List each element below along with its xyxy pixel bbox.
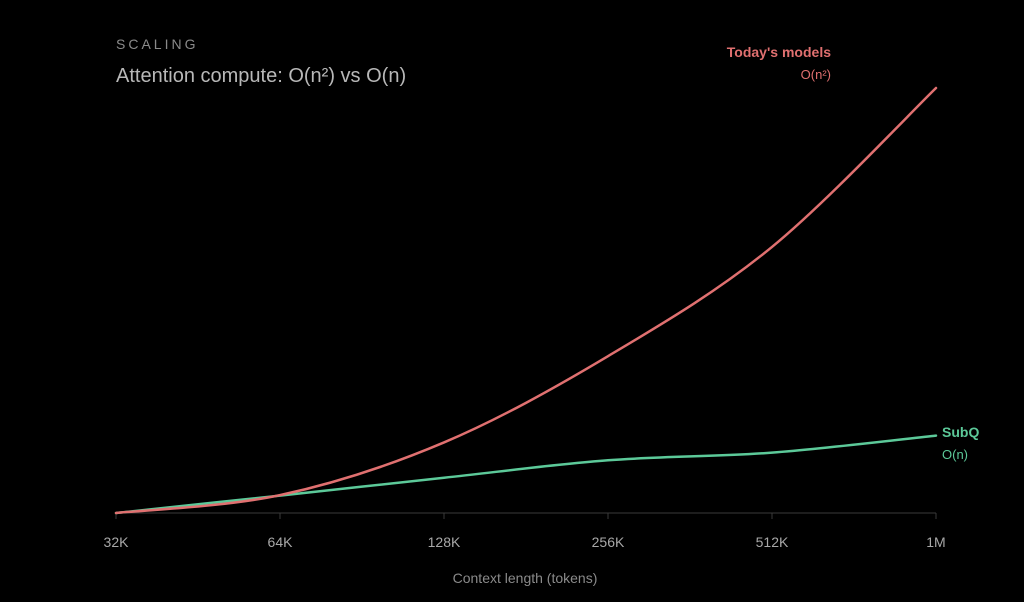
- series-label-todays-models: Today's models: [727, 44, 831, 60]
- x-tick-label: 64K: [268, 534, 294, 550]
- x-tick-label: 512K: [756, 534, 789, 550]
- x-tick-label: 1M: [926, 534, 945, 550]
- x-axis-ticks: 32K 64K 128K 256K 512K 1M: [104, 513, 946, 550]
- chart-eyebrow: SCALING: [116, 36, 198, 52]
- x-tick-label: 128K: [428, 534, 461, 550]
- series-label-subq: SubQ: [942, 424, 979, 440]
- series-complexity-subq: O(n): [942, 447, 968, 462]
- x-tick-label: 32K: [104, 534, 130, 550]
- x-tick-label: 256K: [592, 534, 625, 550]
- x-axis-label: Context length (tokens): [453, 570, 598, 586]
- series-line-todays-models: [114, 86, 938, 515]
- chart-title: Attention compute: O(n²) vs O(n): [116, 65, 406, 87]
- series-lines: [114, 86, 938, 515]
- series-complexity-todays-models: O(n²): [801, 67, 831, 82]
